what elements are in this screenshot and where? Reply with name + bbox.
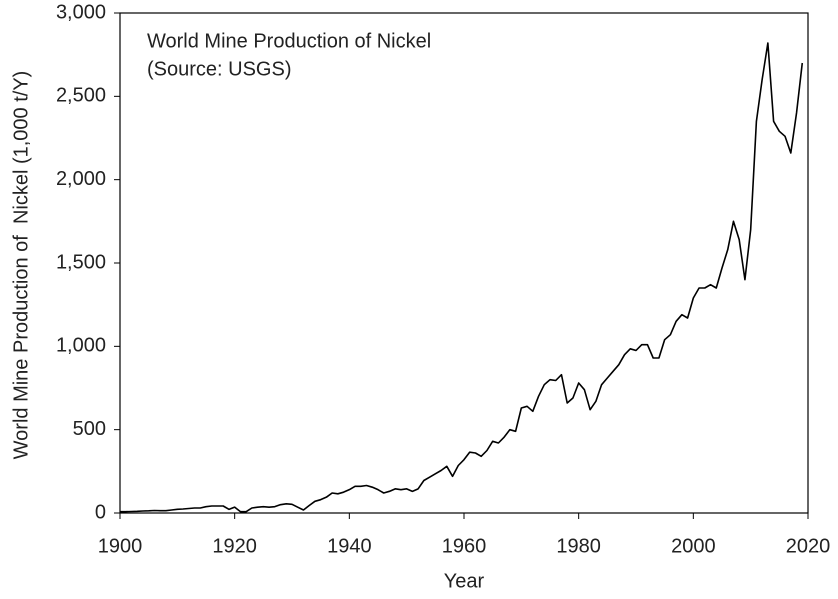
x-tick-label: 1960: [442, 535, 487, 557]
y-tick-label: 1,000: [56, 335, 106, 357]
x-tick-label: 2020: [786, 535, 831, 557]
data-line: [120, 42, 804, 513]
x-tick-label: 1980: [556, 535, 601, 557]
y-tick-label: 0: [95, 501, 106, 523]
x-tick-label: 2000: [671, 535, 716, 557]
x-axis-label: Year: [444, 570, 485, 592]
chart-title: World Mine Production of Nickel: [147, 30, 431, 52]
y-tick-label: 500: [73, 418, 106, 440]
y-tick-label: 2,000: [56, 168, 106, 190]
plot-frame: [119, 12, 809, 514]
y-tick-label: 1,500: [56, 251, 106, 273]
x-tick-label: 1920: [212, 535, 257, 557]
y-axis-label: World Mine Production of Nickel (1,000 t…: [10, 71, 32, 460]
y-tick-label: 3,000: [56, 1, 106, 23]
y-tick-label: 2,500: [56, 85, 106, 107]
x-tick-label: 1940: [327, 535, 372, 557]
x-tick-label: 1900: [98, 535, 143, 557]
chart-subtitle: (Source: USGS): [147, 58, 291, 80]
